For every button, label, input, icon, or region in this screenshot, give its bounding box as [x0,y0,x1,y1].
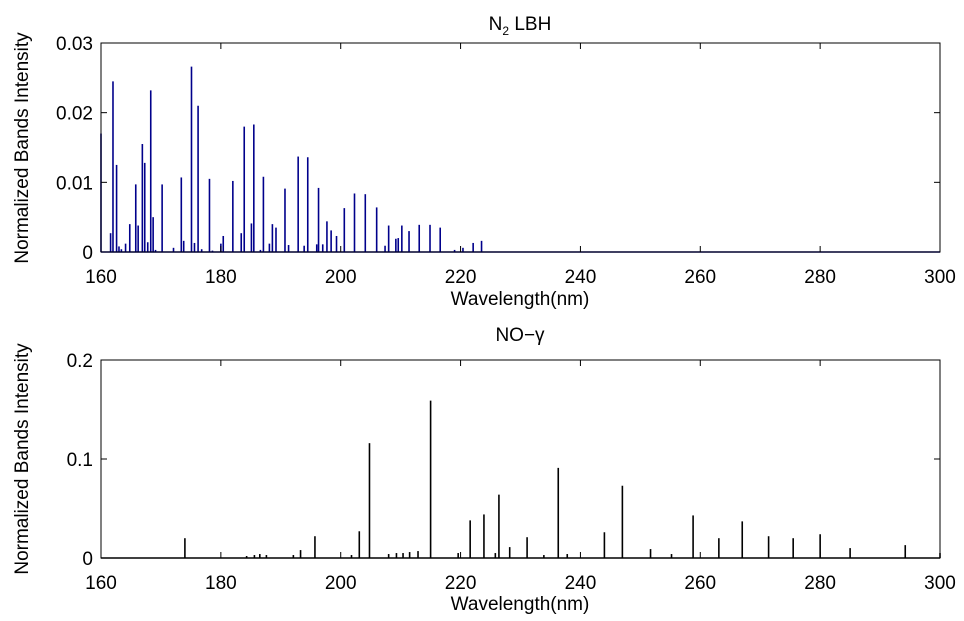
chart-no-gamma: NO−γ 160 180 200 220 240 260 280 300 0 0.1 0.2 Wav… [12,325,956,615]
y-axis-label: Normalized Bands Intensity [12,32,33,264]
x-tick-label: 260 [684,573,716,594]
x-tick-label: 240 [565,573,597,594]
x-axis-label: Wavelength(nm) [451,289,590,310]
x-axis-label: Wavelength(nm) [451,594,590,615]
bar-series [101,400,941,559]
y-tick-label: 0.2 [67,351,93,372]
y-tick-label: 0.02 [56,104,93,125]
x-tick-label: 280 [804,267,836,288]
x-tick-label: 160 [85,267,117,288]
y-tick-label: 0 [82,243,93,264]
x-tick-label: 220 [445,573,477,594]
x-tick-label: 160 [85,573,117,594]
x-tick-label: 260 [684,267,716,288]
y-axis-label: Normalized Bands Intensity [12,343,33,575]
x-tick-label: 220 [445,267,477,288]
axis-ticks: 160 180 200 220 240 260 280 300 0 0.1 0.2 [67,351,956,594]
plot-frame [100,359,941,559]
y-tick-label: 0 [82,549,93,570]
x-tick-label: 300 [924,267,956,288]
chart-title: N2 LBH [489,14,552,38]
x-tick-label: 240 [565,267,597,288]
y-tick-label: 0.1 [67,450,93,471]
chart-title: NO−γ [495,325,545,346]
plot-frame [100,42,941,253]
x-tick-label: 180 [205,573,237,594]
y-tick-label: 0.03 [56,34,93,55]
x-tick-label: 300 [924,573,956,594]
chart-n2-lbh: N2 LBH 160 180 200 220 240 260 280 300 0 0.01 0.02… [12,14,956,310]
bar-series [100,66,940,253]
x-tick-label: 280 [804,573,836,594]
x-tick-label: 200 [325,573,357,594]
y-tick-label: 0.01 [56,173,93,194]
axis-ticks: 160 180 200 220 240 260 280 300 0 0.01 0.02 0.03 [56,34,956,288]
x-tick-label: 200 [325,267,357,288]
x-tick-label: 180 [205,267,237,288]
